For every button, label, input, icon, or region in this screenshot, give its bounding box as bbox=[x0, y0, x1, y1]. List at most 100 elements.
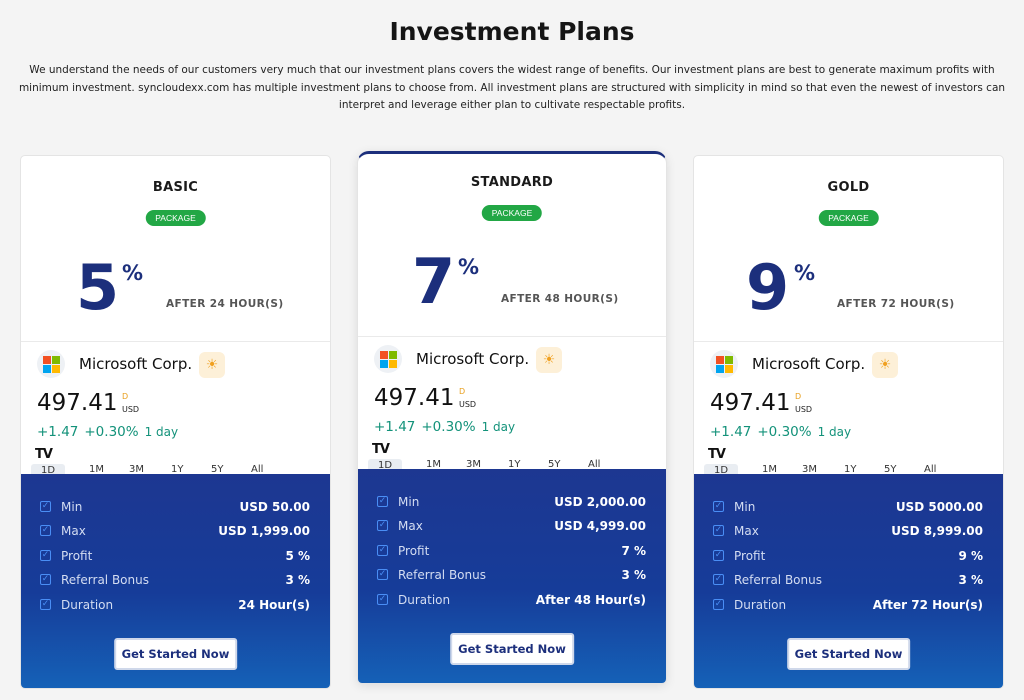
change-value: +1.47 bbox=[37, 424, 79, 440]
range-tab-1y[interactable]: 1Y bbox=[508, 459, 521, 470]
price-flag: D bbox=[122, 392, 129, 401]
check-square-icon: ✓ bbox=[40, 550, 51, 561]
detail-row-max: ✓ Max USD 4,999.00 bbox=[376, 519, 646, 537]
range-tab-all[interactable]: All bbox=[588, 459, 601, 470]
check-square-icon: ✓ bbox=[40, 501, 51, 512]
detail-label: Duration bbox=[734, 598, 787, 612]
range-tab-5y[interactable]: 5Y bbox=[548, 459, 561, 470]
detail-label: Profit bbox=[398, 544, 430, 558]
stock-widget[interactable]: Microsoft Corp. ☀ 497.41 D USD +1.47 +0.3… bbox=[694, 341, 1003, 480]
sun-icon: ☀ bbox=[199, 352, 225, 378]
detail-row-min: ✓ Min USD 2,000.00 bbox=[376, 495, 646, 513]
plan-name: BASIC bbox=[152, 180, 199, 195]
price-change: +1.47 +0.30% 1 day bbox=[710, 424, 851, 440]
plan-rate: 5 bbox=[76, 251, 120, 324]
detail-row-referral: ✓ Referral Bonus 3 % bbox=[39, 573, 310, 591]
detail-row-profit: ✓ Profit 9 % bbox=[712, 549, 983, 567]
check-square-icon: ✓ bbox=[40, 574, 51, 585]
check-square-icon: ✓ bbox=[377, 496, 388, 507]
detail-value: 3 % bbox=[285, 573, 310, 587]
detail-value: 5 % bbox=[285, 549, 310, 563]
change-period: 1 day bbox=[817, 425, 852, 439]
detail-value: 24 Hour(s) bbox=[238, 598, 310, 612]
range-tab-5y[interactable]: 5Y bbox=[884, 464, 897, 475]
check-square-icon: ✓ bbox=[40, 525, 51, 536]
plan-details: ✓ Min USD 5000.00 ✓ Max USD 8,999.00 ✓ Profit… bbox=[694, 474, 1003, 688]
get-started-button[interactable]: Get Started Now bbox=[113, 638, 238, 670]
detail-label: Profit bbox=[61, 549, 93, 563]
stock-widget[interactable]: Microsoft Corp. ☀ 497.41 D USD +1.47 +0.3… bbox=[358, 336, 666, 475]
range-tab-1y[interactable]: 1Y bbox=[171, 464, 184, 475]
range-tab-5y[interactable]: 5Y bbox=[211, 464, 224, 475]
get-started-button[interactable]: Get Started Now bbox=[786, 638, 911, 670]
detail-value: USD 1,999.00 bbox=[218, 524, 310, 538]
plan-card-basic: BASIC PACKAGE 5 % AFTER 24 HOUR(S) Micro… bbox=[20, 155, 331, 689]
plan-rate-percent: % bbox=[794, 261, 816, 285]
range-tab-all[interactable]: All bbox=[924, 464, 937, 475]
detail-label: Referral Bonus bbox=[61, 573, 149, 587]
change-value: +1.47 bbox=[710, 424, 752, 440]
price-flag: D bbox=[459, 387, 466, 396]
stock-widget[interactable]: Microsoft Corp. ☀ 497.41 D USD +1.47 +0.3… bbox=[21, 341, 330, 480]
range-tab-all[interactable]: All bbox=[251, 464, 264, 475]
tradingview-logo-icon[interactable]: TV bbox=[708, 447, 726, 462]
detail-row-duration: ✓ Duration After 48 Hour(s) bbox=[376, 593, 646, 611]
package-badge: PACKAGE bbox=[481, 205, 543, 221]
plan-details: ✓ Min USD 2,000.00 ✓ Max USD 4,999.00 ✓ Profi… bbox=[358, 469, 666, 683]
tradingview-logo-icon[interactable]: TV bbox=[372, 442, 390, 457]
detail-value: USD 50.00 bbox=[239, 500, 310, 514]
price-currency: USD bbox=[122, 405, 140, 414]
detail-row-referral: ✓ Referral Bonus 3 % bbox=[376, 568, 646, 586]
check-square-icon: ✓ bbox=[713, 525, 724, 536]
check-square-icon: ✓ bbox=[713, 501, 724, 512]
detail-row-min: ✓ Min USD 5000.00 bbox=[712, 500, 983, 518]
change-percent: +0.30% bbox=[84, 424, 139, 440]
detail-value: USD 4,999.00 bbox=[554, 519, 646, 533]
detail-row-max: ✓ Max USD 8,999.00 bbox=[712, 524, 983, 542]
range-tab-1m[interactable]: 1M bbox=[89, 464, 104, 475]
company-name: Microsoft Corp. bbox=[752, 355, 866, 373]
detail-row-max: ✓ Max USD 1,999.00 bbox=[39, 524, 310, 542]
check-square-icon: ✓ bbox=[713, 574, 724, 585]
plan-card-standard: STANDARD PACKAGE 7 % AFTER 48 HOUR(S) Mi… bbox=[357, 151, 667, 684]
plan-details: ✓ Min USD 50.00 ✓ Max USD 1,999.00 ✓ Profit 5 … bbox=[21, 474, 330, 688]
price-change: +1.47 +0.30% 1 day bbox=[374, 419, 515, 435]
range-tab-3m[interactable]: 3M bbox=[802, 464, 817, 475]
price-currency: USD bbox=[795, 405, 813, 414]
detail-value: USD 5000.00 bbox=[895, 500, 983, 514]
company-name: Microsoft Corp. bbox=[416, 350, 530, 368]
detail-label: Profit bbox=[734, 549, 766, 563]
check-square-icon: ✓ bbox=[377, 594, 388, 605]
microsoft-logo-icon bbox=[37, 350, 65, 378]
range-tab-1m[interactable]: 1M bbox=[762, 464, 777, 475]
detail-label: Duration bbox=[398, 593, 451, 607]
plan-rate: 9 bbox=[746, 251, 790, 324]
stock-price: 497.41 bbox=[37, 390, 118, 416]
range-tab-3m[interactable]: 3M bbox=[466, 459, 481, 470]
change-period: 1 day bbox=[144, 425, 179, 439]
detail-row-referral: ✓ Referral Bonus 3 % bbox=[712, 573, 983, 591]
detail-label: Min bbox=[61, 500, 83, 514]
plan-name: STANDARD bbox=[470, 175, 554, 190]
company-name: Microsoft Corp. bbox=[79, 355, 193, 373]
detail-value: 3 % bbox=[958, 573, 983, 587]
get-started-button[interactable]: Get Started Now bbox=[450, 633, 574, 665]
detail-value: 7 % bbox=[621, 544, 646, 558]
detail-value: USD 2,000.00 bbox=[554, 495, 646, 509]
stock-price: 497.41 bbox=[374, 385, 455, 411]
tradingview-logo-icon[interactable]: TV bbox=[35, 447, 53, 462]
check-square-icon: ✓ bbox=[377, 520, 388, 531]
stock-price: 497.41 bbox=[710, 390, 791, 416]
page-title: Investment Plans bbox=[389, 17, 635, 46]
range-tab-3m[interactable]: 3M bbox=[129, 464, 144, 475]
range-tab-1y[interactable]: 1Y bbox=[844, 464, 857, 475]
change-percent: +0.30% bbox=[757, 424, 812, 440]
detail-value: After 72 Hour(s) bbox=[872, 598, 983, 612]
detail-value: USD 8,999.00 bbox=[891, 524, 983, 538]
detail-label: Max bbox=[398, 519, 423, 533]
range-tab-1m[interactable]: 1M bbox=[426, 459, 441, 470]
detail-label: Min bbox=[398, 495, 420, 509]
plan-rate-percent: % bbox=[458, 255, 480, 279]
change-period: 1 day bbox=[481, 420, 516, 434]
detail-row-profit: ✓ Profit 5 % bbox=[39, 549, 310, 567]
